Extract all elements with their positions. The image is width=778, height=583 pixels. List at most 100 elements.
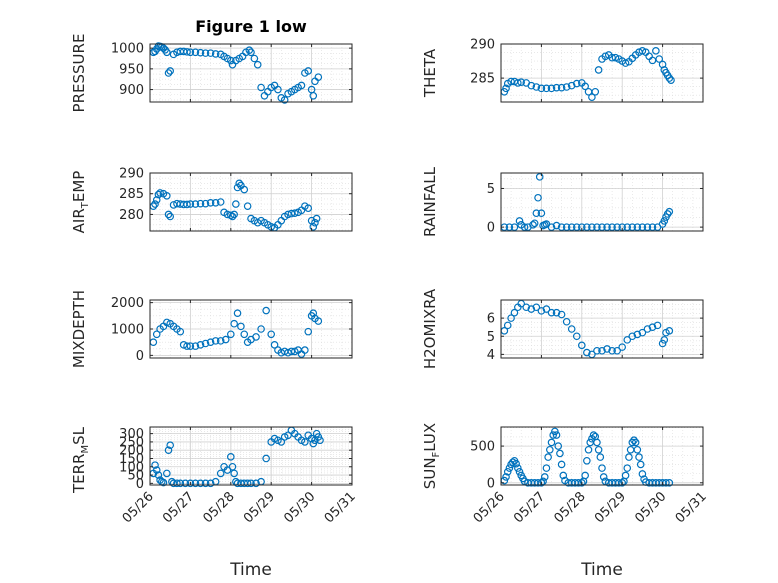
data-point <box>638 328 647 337</box>
data-point <box>583 223 591 231</box>
y-tick-label: 6 <box>487 312 495 327</box>
data-point <box>540 473 549 481</box>
data-point <box>304 67 313 75</box>
data-point <box>252 333 260 341</box>
x-tick-label: 05/29 <box>592 489 629 526</box>
data-point <box>227 56 235 65</box>
data-point <box>625 453 633 461</box>
data-point <box>628 223 637 231</box>
data-point <box>154 471 163 479</box>
data-point <box>581 471 589 480</box>
data-point <box>556 449 564 458</box>
data-point <box>201 49 210 57</box>
data-point <box>514 79 522 87</box>
data-point <box>314 73 323 81</box>
data-point <box>643 223 652 231</box>
data-point <box>228 212 237 221</box>
y-tick-label: 150 <box>119 452 144 467</box>
data-point <box>309 91 318 100</box>
chart-panel-theta: 285 290 THETA <box>421 38 704 103</box>
data-point <box>262 454 270 463</box>
x-tick-label: 05/27 <box>511 489 548 526</box>
data-point <box>618 343 627 351</box>
data-point <box>159 478 168 487</box>
y-tick-label: 950 <box>119 62 144 77</box>
data-point <box>588 223 596 231</box>
data-point <box>631 438 640 447</box>
data-point <box>665 74 674 82</box>
figure-title: Figure 1 low <box>195 17 307 36</box>
data-point <box>216 198 225 206</box>
y-tick-label: 1000 <box>111 323 144 338</box>
data-point <box>636 460 645 469</box>
data-point <box>608 223 616 231</box>
data-point <box>250 54 259 63</box>
data-point <box>660 217 669 225</box>
data-point <box>630 436 638 445</box>
data-point <box>166 212 175 221</box>
y-tick-label: 100 <box>119 460 144 475</box>
data-point <box>191 479 200 488</box>
data-point <box>191 342 200 350</box>
data-point <box>623 223 632 231</box>
data-point <box>245 46 254 55</box>
data-point <box>505 223 514 231</box>
data-point <box>623 336 632 344</box>
data-point <box>196 479 205 488</box>
data-point <box>503 321 512 330</box>
x-axis-label: Time <box>229 560 272 580</box>
data-point <box>514 464 522 472</box>
x-tick-label: 05/30 <box>281 489 318 526</box>
data-point <box>152 330 161 339</box>
data-point <box>503 467 512 476</box>
data-point <box>542 305 551 313</box>
data-point <box>301 438 309 446</box>
data-point <box>507 314 515 322</box>
y-tick-label: 200 <box>119 444 144 459</box>
data-point <box>237 322 245 331</box>
data-point <box>201 479 210 488</box>
data-point <box>594 445 603 454</box>
data-point <box>252 479 260 488</box>
data-point <box>164 69 173 77</box>
data-point <box>542 84 551 93</box>
data-point <box>544 453 552 461</box>
x-tick-label: 05/26 <box>471 489 508 526</box>
data-point <box>547 308 556 317</box>
y-axis-label: AIRTEMP <box>70 171 91 234</box>
data-point <box>228 462 237 471</box>
data-point <box>290 209 299 217</box>
y-tick-label: 290 <box>119 167 144 182</box>
data-point <box>584 445 593 454</box>
data-point <box>304 204 313 213</box>
y-tick-label: 4 <box>487 348 495 363</box>
data-point <box>638 223 647 231</box>
y-tick-label: 250 <box>119 435 144 450</box>
data-point <box>163 191 171 200</box>
data-point <box>547 223 556 231</box>
data-point <box>520 223 529 231</box>
data-point <box>567 325 576 333</box>
data-point <box>611 53 620 62</box>
data-point <box>598 346 606 355</box>
data-point <box>572 79 581 88</box>
data-point <box>270 341 279 349</box>
data-point <box>603 223 611 231</box>
data-point <box>547 438 556 447</box>
data-point <box>284 431 292 440</box>
data-point <box>247 48 255 57</box>
data-point <box>621 471 630 480</box>
x-tick-label: 05/30 <box>632 489 669 526</box>
data-point <box>257 325 265 333</box>
data-point <box>589 431 598 439</box>
axes-box <box>500 172 704 232</box>
data-point <box>599 473 608 481</box>
data-point <box>534 193 542 202</box>
x-tick-label: 05/28 <box>201 489 238 526</box>
x-tick-label: 05/26 <box>120 489 157 526</box>
data-point <box>652 47 660 55</box>
data-point <box>151 461 159 469</box>
data-point <box>502 84 510 93</box>
data-point <box>216 337 225 345</box>
